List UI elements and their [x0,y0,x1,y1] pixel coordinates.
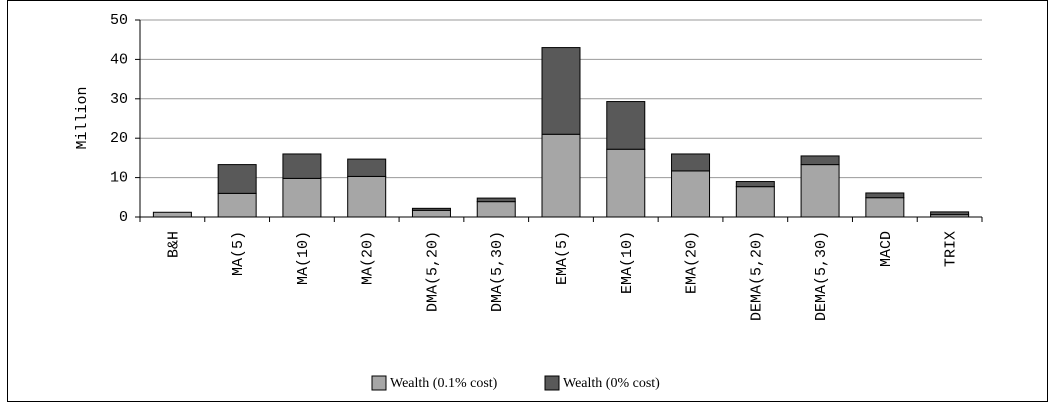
x-tick-label: TRIX [943,231,960,267]
x-tick-label: MA(10) [295,231,312,285]
bar-segment [606,101,646,150]
x-tick-label: MACD [878,231,895,267]
bar-segment [800,164,840,218]
bar-segment [347,175,387,218]
y-tick-label: 10 [110,170,128,187]
bar-segment [865,192,905,199]
bar-segment [671,170,711,218]
x-tick-label: MA(5) [230,231,247,276]
y-tick-label: 50 [110,12,128,29]
y-tick-label: 30 [110,91,128,108]
y-tick-label: 20 [110,130,128,147]
x-tick-label: EMA(10) [619,231,636,294]
bar-segment [800,155,840,166]
bar-segment [282,153,322,179]
x-tick-label: B&H [165,231,182,258]
bar-segment [541,133,581,218]
x-tick-label: DMA(5,30) [489,231,506,312]
bar-segment [865,197,905,218]
bar-segment [541,47,581,135]
legend-label: Wealth (0% cost) [563,376,660,391]
bar-segment [152,211,192,218]
legend-swatch [544,375,560,391]
bar-segment [930,211,970,216]
legend-label: Wealth (0.1% cost) [390,376,498,391]
y-axis-label: Million [74,86,91,149]
x-tick-label: DEMA(5,20) [748,231,765,321]
bar-segment [735,181,775,188]
bar-segment [671,153,711,172]
bar-segment [282,177,322,218]
x-tick-label: EMA(20) [684,231,701,294]
bar-segment [735,186,775,218]
x-tick-label: EMA(5) [554,231,571,285]
x-tick-label: DMA(5,20) [424,231,441,312]
bar-segment [217,192,257,218]
y-tick-label: 40 [110,51,128,68]
bar-segment [411,207,451,211]
x-tick-label: DEMA(5,30) [813,231,830,321]
bar-segment [606,148,646,218]
bar-segment [476,197,516,203]
legend-swatch [371,375,387,391]
bar-segment [347,158,387,177]
y-tick-label: 0 [119,209,128,226]
bar-segment [217,164,257,194]
bar-segment [411,209,451,218]
x-tick-label: MA(20) [360,231,377,285]
bar-segment [476,201,516,218]
